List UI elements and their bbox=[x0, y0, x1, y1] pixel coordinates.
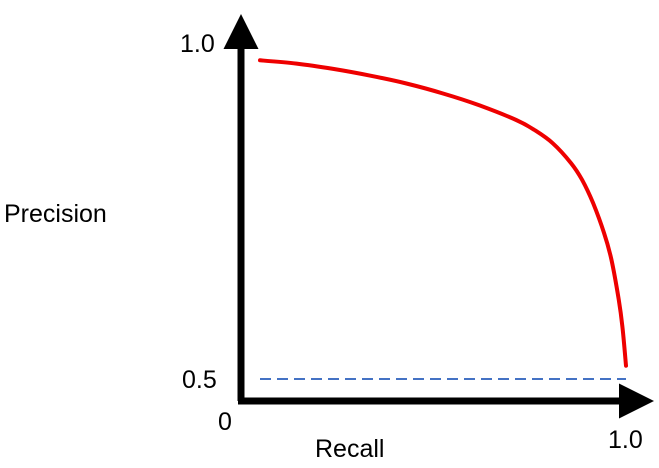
origin-label: 0 bbox=[218, 408, 232, 436]
precision-recall-curve bbox=[258, 58, 628, 368]
x-axis-title: Recall bbox=[315, 435, 384, 463]
y-axis-title: Precision bbox=[4, 200, 107, 228]
y-tick-label-top: 1.0 bbox=[180, 30, 215, 58]
x-tick-label-end: 1.0 bbox=[608, 426, 643, 454]
series-layer bbox=[258, 58, 628, 380]
y-tick-label-bottom: 0.5 bbox=[182, 366, 217, 394]
